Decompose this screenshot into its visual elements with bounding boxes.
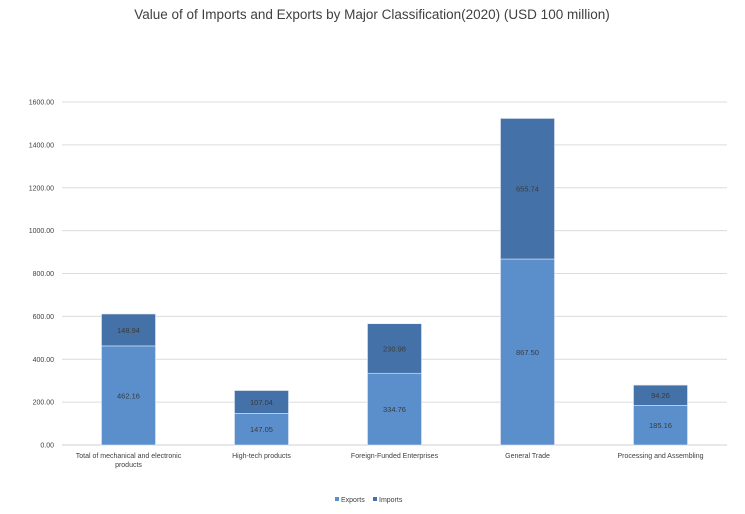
bar-exports — [234, 413, 289, 446]
legend-swatch — [373, 497, 377, 501]
data-label: 867.50 — [516, 348, 539, 357]
legend: Exports Imports — [335, 497, 403, 504]
x-tick-label: products — [115, 462, 142, 469]
y-tick-label: 200.00 — [33, 400, 55, 407]
data-label: 230.98 — [383, 344, 406, 353]
x-tick-label: Foreign-Funded Enterprises — [351, 453, 439, 460]
bar-imports — [633, 384, 688, 406]
bar-imports — [500, 118, 555, 260]
x-tick-label: High-tech products — [232, 453, 291, 460]
y-tick-label: 1200.00 — [29, 185, 54, 192]
data-label: 462.16 — [117, 391, 140, 400]
data-label: 185.16 — [649, 421, 672, 430]
x-tick-label: General Trade — [505, 453, 550, 460]
data-label: 334.76 — [383, 405, 406, 414]
x-axis: Total of mechanical and electronic produc… — [76, 453, 704, 469]
y-tick-label: 0.00 — [40, 443, 54, 450]
bar-imports — [101, 313, 156, 347]
chart-title: Value of of Imports and Exports by Major… — [134, 7, 609, 22]
y-tick-label: 1400.00 — [29, 142, 54, 149]
y-tick-label: 800.00 — [33, 271, 55, 278]
legend-swatch — [335, 497, 339, 501]
y-axis: 0.00 200.00 400.00 600.00 800.00 1000.00 1200.… — [29, 100, 54, 450]
x-tick-label: Total of mechanical and electronic — [76, 453, 182, 460]
bar-exports — [101, 345, 156, 446]
bar-exports — [633, 405, 688, 446]
gridlines — [62, 101, 727, 446]
data-label: 148.94 — [117, 326, 140, 335]
y-tick-label: 1000.00 — [29, 228, 54, 235]
legend-label: Exports — [341, 497, 365, 504]
bar-imports — [367, 323, 422, 374]
legend-label: Imports — [379, 497, 403, 504]
bar-imports — [234, 390, 289, 414]
bars: 462.16 148.94 147.05 107.04 334.76 230.98 867.… — [101, 118, 688, 446]
y-tick-label: 400.00 — [33, 357, 55, 364]
data-label: 147.05 — [250, 425, 273, 434]
x-tick-label: Processing and Assembling — [618, 453, 704, 460]
data-label: 94.26 — [651, 391, 670, 400]
y-tick-label: 600.00 — [33, 314, 55, 321]
bar-exports — [500, 258, 555, 446]
y-tick-label: 1600.00 — [29, 100, 54, 107]
data-label: 107.04 — [250, 398, 273, 407]
data-label: 655.74 — [516, 185, 539, 194]
